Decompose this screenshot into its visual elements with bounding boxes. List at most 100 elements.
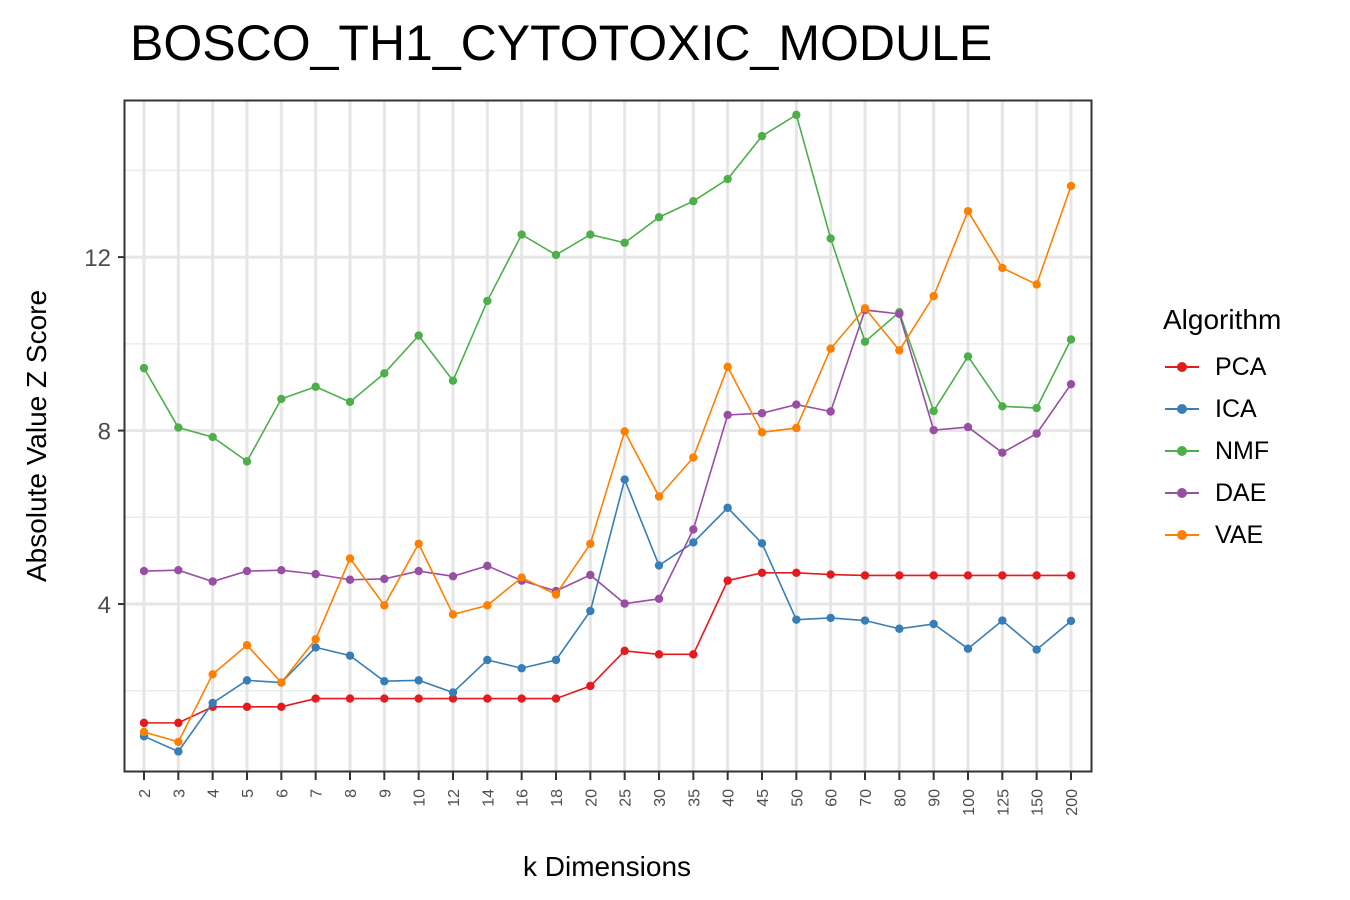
data-point-nmf — [620, 238, 629, 248]
data-point-nmf — [139, 363, 149, 373]
data-point-nmf — [208, 432, 217, 442]
data-point-ica — [929, 619, 938, 629]
data-point-pca — [586, 681, 595, 691]
data-point-vae — [208, 670, 217, 679]
series-line-dae — [143, 309, 1072, 605]
legend-items: PCA ICA NMF DAE VAE — [1163, 346, 1281, 556]
data-point-vae — [929, 291, 938, 301]
data-point-nmf — [1066, 335, 1076, 344]
data-point-dae — [242, 566, 252, 576]
data-point-ica — [620, 475, 629, 484]
series-line-nmf — [143, 113, 1072, 463]
data-point-dae — [1066, 379, 1076, 389]
data-point-dae — [963, 422, 973, 432]
y-axis-title: Absolute Value Z Score — [21, 290, 52, 582]
data-point-nmf — [551, 250, 561, 260]
data-point-vae — [1032, 280, 1041, 289]
data-point-vae — [414, 539, 423, 548]
x-tick-label: 8 — [343, 789, 360, 798]
data-point-ica — [860, 616, 870, 625]
data-point-pca — [895, 571, 904, 580]
data-point-pca — [689, 650, 698, 659]
data-point-nmf — [998, 402, 1007, 411]
data-point-pca — [654, 650, 664, 659]
data-point-ica — [757, 539, 767, 548]
data-point-ica — [654, 561, 664, 570]
data-point-ica — [208, 698, 217, 708]
data-point-ica — [345, 651, 355, 660]
data-point-ica — [242, 676, 252, 685]
legend-item-ica: ICA — [1163, 388, 1281, 430]
data-point-nmf — [826, 234, 835, 243]
x-tick-label: 70 — [858, 789, 875, 807]
data-point-dae — [208, 577, 217, 586]
data-point-ica — [998, 616, 1007, 625]
data-point-pca — [345, 694, 355, 703]
x-tick-label: 5 — [240, 789, 257, 798]
data-point-pca — [242, 702, 252, 712]
data-point-dae — [414, 566, 423, 576]
x-tick-label: 90 — [927, 789, 944, 807]
data-point-nmf — [414, 331, 423, 340]
data-point-nmf — [1032, 403, 1041, 413]
legend-key-point — [1177, 488, 1187, 498]
data-point-pca — [414, 694, 423, 703]
x-tick-label: 50 — [789, 789, 806, 807]
data-point-vae — [1066, 181, 1076, 191]
data-point-pca — [929, 571, 938, 580]
data-point-nmf — [654, 213, 664, 222]
data-point-vae — [311, 634, 320, 644]
x-tick-label: 80 — [892, 789, 909, 807]
legend-item-nmf: NMF — [1163, 430, 1281, 472]
data-point-dae — [1032, 429, 1041, 438]
data-point-ica — [1066, 616, 1076, 626]
data-point-ica — [311, 643, 320, 652]
data-point-vae — [174, 737, 183, 747]
series-lines — [139, 110, 1076, 756]
data-point-pca — [998, 571, 1007, 580]
x-tick-label: 18 — [549, 789, 566, 807]
data-point-dae — [826, 407, 835, 416]
data-point-nmf — [586, 230, 595, 239]
data-point-vae — [895, 346, 904, 355]
legend-label: PCA — [1215, 352, 1267, 381]
y-tick-label: 4 — [98, 592, 111, 619]
data-point-vae — [757, 428, 767, 437]
data-point-pca — [792, 568, 801, 578]
series-line-vae — [143, 185, 1072, 743]
data-point-vae — [826, 344, 835, 353]
data-point-vae — [551, 590, 561, 599]
data-point-dae — [174, 566, 183, 575]
data-point-nmf — [689, 196, 698, 206]
data-point-ica — [895, 624, 904, 633]
data-point-ica — [448, 688, 458, 697]
data-point-nmf — [311, 382, 320, 391]
legend-key — [1163, 441, 1201, 461]
data-point-vae — [517, 573, 526, 582]
x-tick-label: 125 — [995, 789, 1012, 816]
x-tick-label: 14 — [480, 789, 497, 807]
x-tick-label: 6 — [274, 789, 291, 798]
data-point-vae — [277, 678, 286, 687]
data-point-pca — [1066, 571, 1076, 580]
data-point-dae — [895, 309, 904, 319]
y-tick-label: 8 — [98, 419, 111, 446]
data-point-pca — [311, 694, 320, 703]
data-point-nmf — [448, 376, 458, 385]
data-point-nmf — [723, 174, 732, 184]
data-point-dae — [998, 448, 1007, 457]
data-point-nmf — [860, 337, 870, 346]
data-point-dae — [380, 574, 389, 584]
data-point-pca — [757, 568, 767, 578]
data-point-pca — [448, 694, 458, 703]
x-tick-label: 35 — [686, 789, 703, 807]
data-point-pca — [277, 702, 286, 712]
data-point-vae — [242, 641, 252, 650]
data-point-nmf — [174, 423, 183, 432]
data-point-ica — [689, 538, 698, 547]
data-point-ica — [380, 677, 389, 686]
data-point-ica — [517, 664, 526, 673]
data-point-dae — [723, 410, 732, 420]
x-tick-label: 2 — [137, 789, 154, 798]
